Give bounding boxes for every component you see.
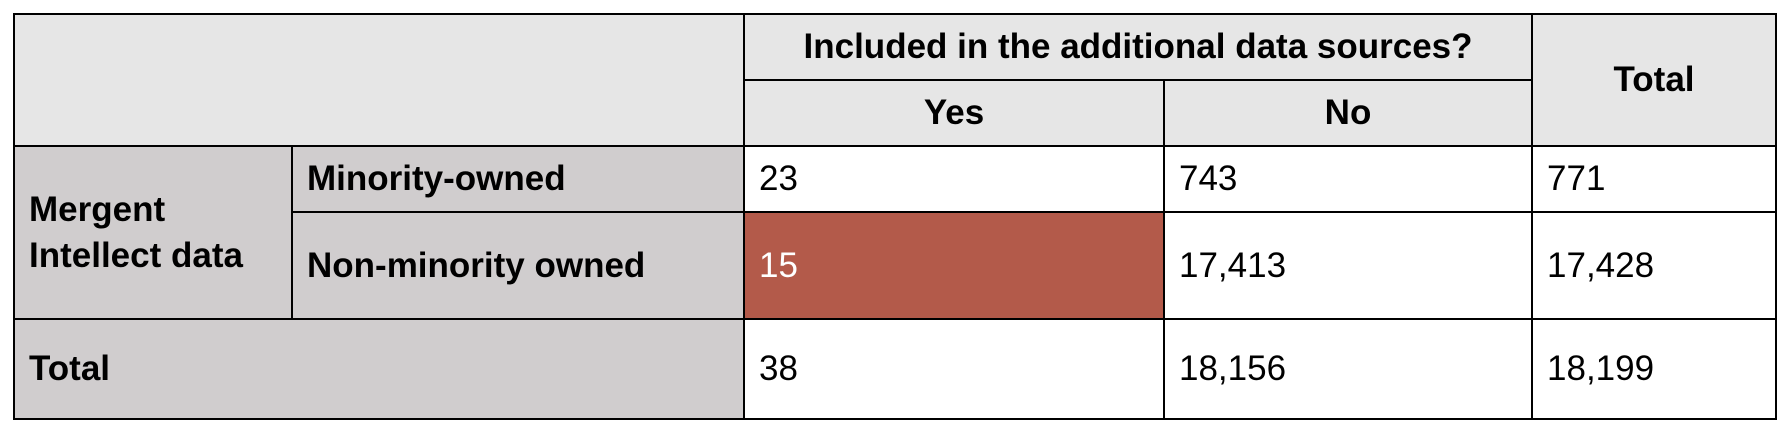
column-header-no: No	[1162, 79, 1534, 147]
row-group-label: Mergent Intellect data	[13, 145, 293, 320]
cell-total-yes: 38	[743, 318, 1165, 420]
column-header-yes: Yes	[743, 79, 1165, 147]
cell-total-no: 18,156	[1162, 318, 1534, 420]
table-row-total: Total 38 18,156 18,199	[13, 318, 1778, 420]
table-row-non-minority-owned: Non-minority owned 15 17,413 17,428	[14, 211, 1778, 320]
cell-minority-yes: 23	[743, 145, 1165, 213]
cell-minority-no: 743	[1162, 145, 1534, 213]
cell-grand-total: 18,199	[1531, 318, 1778, 420]
row-label-non-minority-owned: Non-minority owned	[291, 211, 745, 320]
corner-cell	[13, 13, 745, 147]
cell-minority-total: 771	[1531, 145, 1778, 213]
column-group-header: Included in the additional data sources?	[742, 13, 1534, 81]
cell-non-minority-yes-highlighted: 15	[743, 211, 1165, 320]
row-label-total: Total	[13, 318, 745, 420]
table-row-minority-owned: Mergent Intellect data Minority-owned 23…	[13, 145, 1778, 320]
cell-non-minority-total: 17,428	[1531, 211, 1778, 320]
cell-non-minority-no: 17,413	[1162, 211, 1534, 320]
row-label-minority-owned: Minority-owned	[291, 145, 745, 213]
column-header-total: Total	[1531, 13, 1778, 147]
crosstab-table: Included in the additional data sources?…	[13, 13, 1778, 420]
